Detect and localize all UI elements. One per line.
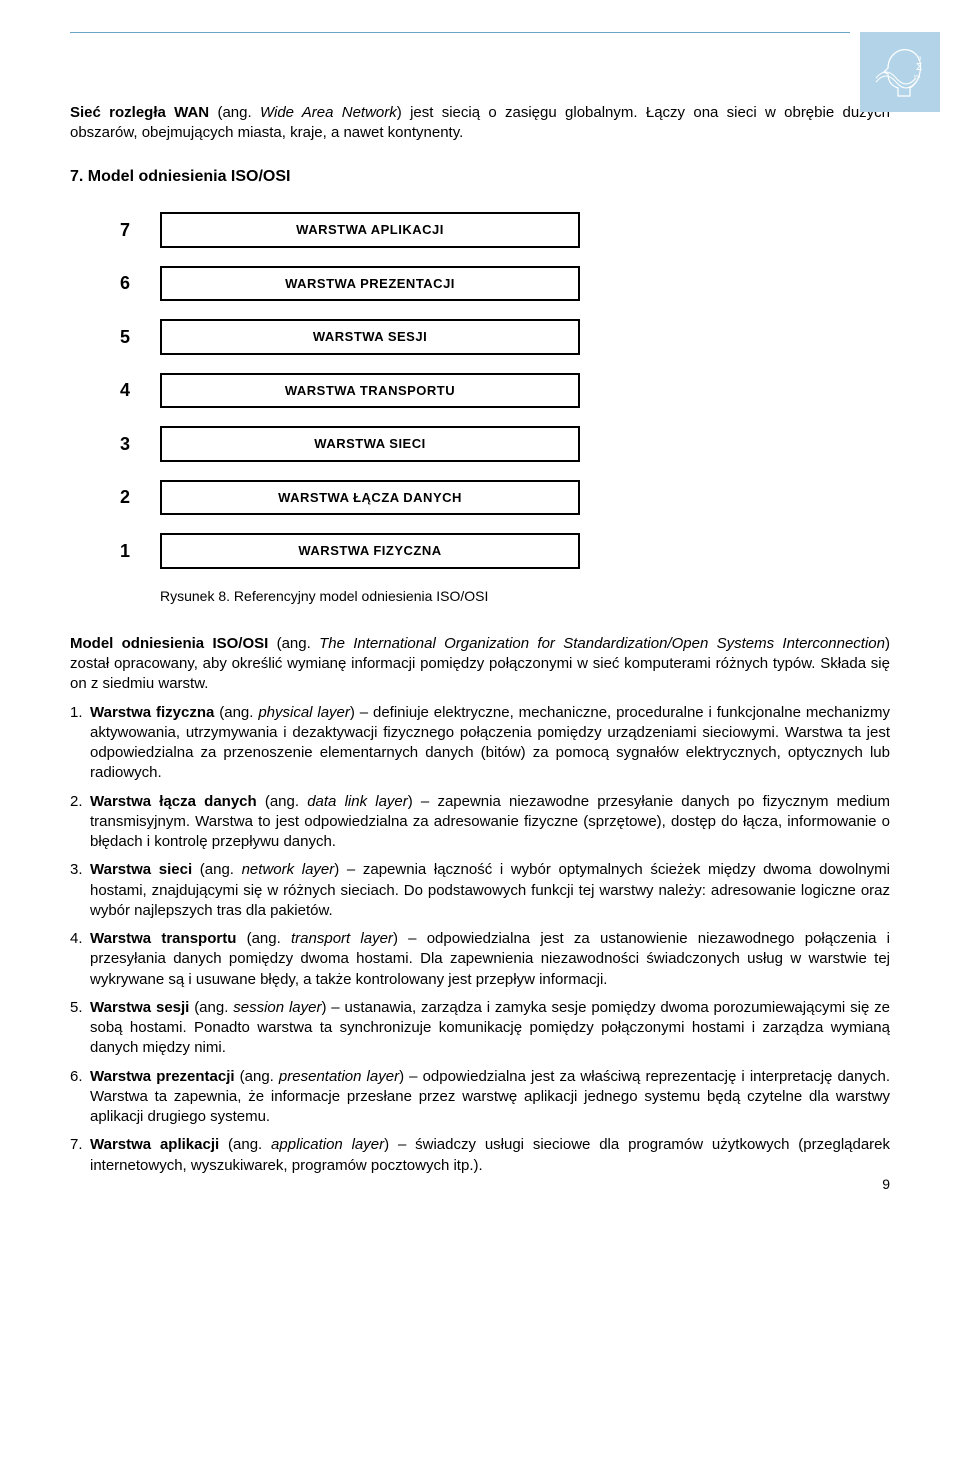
osi-layer-number: 1 (120, 539, 160, 563)
list-item-number: 6. (70, 1067, 90, 1128)
osi-layer-number: 6 (120, 271, 160, 295)
list-item-body: Warstwa sieci (ang. network layer) – zap… (90, 860, 890, 921)
osi-row: 7 WARSTWA APLIKACJI (120, 212, 890, 248)
sigma-symbol: Σ (916, 62, 922, 73)
model-lead-bold: Model odniesienia ISO/OSI (70, 635, 268, 652)
list-item: 2. Warstwa łącza danych (ang. data link … (70, 792, 890, 853)
list-item-number: 7. (70, 1135, 90, 1176)
list-item-body: Warstwa transportu (ang. transport layer… (90, 929, 890, 990)
list-item-bold: Warstwa prezentacji (90, 1068, 235, 1085)
list-item-body: Warstwa łącza danych (ang. data link lay… (90, 792, 890, 853)
section-heading: 7. Model odniesienia ISO/OSI (70, 166, 890, 188)
osi-layer-number: 3 (120, 432, 160, 456)
list-item-rest1: (ang. (192, 861, 241, 878)
osi-layer-box: WARSTWA FIZYCZNA (160, 533, 580, 569)
osi-row: 5 WARSTWA SESJI (120, 319, 890, 355)
list-item-italic: network layer (242, 861, 335, 878)
osi-layer-box: WARSTWA SESJI (160, 319, 580, 355)
list-item-rest1: (ang. (257, 793, 308, 810)
list-item-body: Warstwa fizyczna (ang. physical layer) –… (90, 703, 890, 784)
list-item-bold: Warstwa sieci (90, 861, 192, 878)
model-paragraph: Model odniesienia ISO/OSI (ang. The Inte… (70, 634, 890, 695)
list-item-number: 3. (70, 860, 90, 921)
list-item-body: Warstwa aplikacji (ang. application laye… (90, 1135, 890, 1176)
page-number: 9 (882, 1176, 890, 1192)
intro-lead-bold: Sieć rozległa WAN (70, 104, 209, 121)
osi-row: 4 WARSTWA TRANSPORTU (120, 373, 890, 409)
list-item-italic: transport layer (291, 930, 393, 947)
osi-row: 1 WARSTWA FIZYCZNA (120, 533, 890, 569)
list-item-italic: physical layer (258, 704, 350, 721)
list-item-bold: Warstwa transportu (90, 930, 236, 947)
list-item: 5. Warstwa sesji (ang. session layer) – … (70, 998, 890, 1059)
list-item-bold: Warstwa sesji (90, 999, 189, 1016)
osi-diagram: 7 WARSTWA APLIKACJI 6 WARSTWA PREZENTACJ… (120, 212, 890, 569)
list-item-bold: Warstwa łącza danych (90, 793, 257, 810)
list-item-rest1: (ang. (189, 999, 233, 1016)
osi-layer-box: WARSTWA PREZENTACJI (160, 266, 580, 302)
list-item-italic: session layer (233, 999, 321, 1016)
page-corner-badge: n Σ i=1 (860, 32, 940, 112)
osi-layer-box: WARSTWA TRANSPORTU (160, 373, 580, 409)
list-item-number: 5. (70, 998, 90, 1059)
list-item-rest1: (ang. (219, 1136, 271, 1153)
list-item-bold: Warstwa fizyczna (90, 704, 214, 721)
osi-row: 6 WARSTWA PREZENTACJI (120, 266, 890, 302)
list-item-number: 2. (70, 792, 90, 853)
list-item-body: Warstwa prezentacji (ang. presentation l… (90, 1067, 890, 1128)
list-item-number: 4. (70, 929, 90, 990)
list-item: 1. Warstwa fizyczna (ang. physical layer… (70, 703, 890, 784)
osi-row: 3 WARSTWA SIECI (120, 426, 890, 462)
sigma-bottom: i=1 (914, 74, 921, 80)
intro-lead-rest: (ang. (209, 104, 260, 121)
list-item: 3. Warstwa sieci (ang. network layer) – … (70, 860, 890, 921)
list-item: 4. Warstwa transportu (ang. transport la… (70, 929, 890, 990)
head-profile-icon: n Σ i=1 (870, 42, 930, 102)
osi-row: 2 WARSTWA ŁĄCZA DANYCH (120, 480, 890, 516)
osi-layer-number: 7 (120, 218, 160, 242)
model-lead-italic: The International Organization for Stand… (319, 635, 885, 652)
intro-paragraph: Sieć rozległa WAN (ang. Wide Area Networ… (70, 103, 890, 144)
page-content: Sieć rozległa WAN (ang. Wide Area Networ… (0, 33, 960, 1214)
osi-layer-number: 5 (120, 325, 160, 349)
osi-layer-box: WARSTWA SIECI (160, 426, 580, 462)
list-item-italic: application layer (271, 1136, 384, 1153)
osi-layer-box: WARSTWA ŁĄCZA DANYCH (160, 480, 580, 516)
intro-lead-italic: Wide Area Network (260, 104, 397, 121)
osi-layer-number: 2 (120, 485, 160, 509)
list-item-rest1: (ang. (236, 930, 291, 947)
list-item: 6. Warstwa prezentacji (ang. presentatio… (70, 1067, 890, 1128)
list-item-number: 1. (70, 703, 90, 784)
figure-caption: Rysunek 8. Referencyjny model odniesieni… (160, 587, 890, 606)
list-item-italic: presentation layer (279, 1068, 399, 1085)
list-item-rest1: (ang. (235, 1068, 279, 1085)
list-item-italic: data link layer (307, 793, 408, 810)
list-item: 7. Warstwa aplikacji (ang. application l… (70, 1135, 890, 1176)
osi-layer-box: WARSTWA APLIKACJI (160, 212, 580, 248)
list-item-body: Warstwa sesji (ang. session layer) – ust… (90, 998, 890, 1059)
list-item-bold: Warstwa aplikacji (90, 1136, 219, 1153)
model-lead-rest: (ang. (268, 635, 319, 652)
list-item-rest1: (ang. (214, 704, 258, 721)
osi-layer-number: 4 (120, 378, 160, 402)
